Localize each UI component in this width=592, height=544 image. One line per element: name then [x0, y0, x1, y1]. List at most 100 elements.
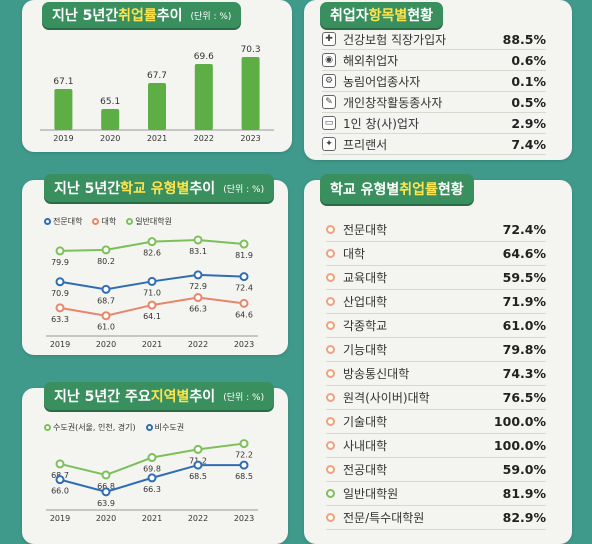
school-type-status-row: 일반대학원 81.9%: [326, 482, 546, 506]
bar-category-label: 2020: [100, 134, 120, 143]
bullet-icon: [326, 321, 335, 330]
school-type-status-row: 산업대학 71.9%: [326, 290, 546, 314]
line-category-label: 2022: [188, 340, 208, 349]
item-status-label: 1인 창(사)업자: [343, 116, 420, 131]
bar-category-label: 2021: [147, 134, 167, 143]
school-type-value: 71.9%: [502, 294, 546, 309]
legend-item-capital-area: 수도권(서울, 인천, 경기): [44, 422, 136, 433]
item-status-value: 88.5%: [502, 31, 546, 47]
series-value-label: 72.4: [235, 284, 253, 293]
school-type-label: 산업대학: [343, 295, 388, 309]
school-type-value: 61.0%: [502, 318, 546, 333]
series-value-label: 64.6: [235, 310, 253, 319]
school-type-label: 전공대학: [343, 463, 388, 477]
bar-value-label: 67.1: [53, 77, 73, 87]
bar-value-label: 67.7: [147, 71, 167, 81]
item-status-row: ⚙ 농림어업종사자 0.1%: [322, 71, 546, 92]
bullet-icon: [326, 345, 335, 354]
school-type-legend: 전문대학 대학 일반대학원: [44, 216, 172, 227]
series-value-label: 66.3: [143, 485, 161, 494]
school-type-status-row: 사내대학 100.0%: [326, 434, 546, 458]
school-type-status-row: 전공대학 59.0%: [326, 458, 546, 482]
bar-value-label: 69.6: [194, 52, 214, 62]
bar-category-label: 2019: [53, 134, 73, 143]
school-type-label: 원격(사이버)대학: [343, 391, 430, 405]
series-point: [193, 460, 203, 470]
bullet-icon: [326, 249, 335, 258]
series-value-label: 61.0: [97, 323, 115, 332]
bullet-icon: [326, 489, 335, 498]
series-point: [101, 470, 111, 480]
medical-icon: ✚: [322, 32, 336, 46]
series-value-label: 81.9: [235, 251, 253, 260]
school-type-value: 64.6%: [502, 246, 546, 261]
line-category-label: 2019: [50, 514, 70, 523]
line-category-label: 2020: [96, 340, 116, 349]
item-status-value: 0.1%: [511, 73, 546, 89]
school-type-label: 각종학교: [343, 319, 388, 333]
item-status-title: 취업자 항목별 현황: [320, 2, 444, 28]
item-status-label: 해외취업자: [343, 53, 399, 68]
series-point: [193, 444, 203, 454]
legend-item-university: 대학: [92, 216, 116, 227]
bar-2022: [194, 64, 213, 130]
item-status-row: ✎ 개인창작활동종사자 0.5%: [322, 92, 546, 113]
series-value-label: 72.9: [189, 282, 207, 291]
employment-rate-card: 지난 5년간 취업률 추이 (단위 : %) 67.1 2019 65.1 2020 6…: [22, 0, 292, 152]
school-type-label: 교육대학: [343, 271, 388, 285]
school-type-status-row: 전문대학 72.4%: [326, 218, 546, 242]
bar-2020: [101, 109, 120, 130]
school-type-label: 대학: [343, 247, 366, 261]
series-value-label: 71.0: [143, 288, 161, 297]
bar-value-label: 65.1: [100, 97, 120, 107]
item-status-label: 개인창작활동종사자: [343, 95, 443, 110]
bullet-icon: [326, 465, 335, 474]
bar-category-label: 2022: [194, 134, 214, 143]
bullet-icon: [326, 393, 335, 402]
series-point: [55, 246, 65, 256]
bullet-icon: [326, 297, 335, 306]
legend-item-junior-college: 전문대학: [44, 216, 82, 227]
series-point: [147, 300, 157, 310]
series-point: [147, 276, 157, 286]
school-type-status-row: 방송통신대학 74.3%: [326, 362, 546, 386]
school-type-value: 82.9%: [502, 510, 546, 525]
employment-rate-title: 지난 5년간 취업률 추이 (단위 : %): [42, 2, 242, 28]
item-status-row: ▭ 1인 창(사)업자 2.9%: [322, 113, 546, 134]
bullet-icon: [326, 441, 335, 450]
series-point: [239, 298, 249, 308]
series-point: [101, 311, 111, 321]
series-value-label: 66.0: [51, 487, 69, 496]
school-type-trend-title: 지난 5년간 학교 유형별 추이 (단위 : %): [44, 174, 275, 202]
school-type-status-row: 기술대학 100.0%: [326, 410, 546, 434]
school-type-value: 100.0%: [493, 414, 546, 429]
series-point: [147, 453, 157, 463]
series-point: [239, 272, 249, 282]
series-point: [147, 237, 157, 247]
series-point: [55, 303, 65, 313]
series-point: [193, 235, 203, 245]
school-type-value: 74.3%: [502, 366, 546, 381]
series-value-label: 69.8: [143, 465, 161, 474]
region-line-chart: 2019202020212022202368.766.869.871.272.2…: [46, 439, 258, 523]
school-type-label: 기능대학: [343, 343, 388, 357]
school-type-status-row: 전문/특수대학원 82.9%: [326, 506, 546, 530]
line-category-label: 2023: [234, 340, 254, 349]
school-type-label: 사내대학: [343, 439, 388, 453]
bullet-icon: [326, 225, 335, 234]
legend-item-graduate-school: 일반대학원: [126, 216, 172, 227]
item-status-row: ✚ 건강보험 직장가입자 88.5%: [322, 29, 546, 50]
series-value-label: 63.3: [51, 315, 69, 324]
school-type-value: 81.9%: [502, 486, 546, 501]
series-value-label: 72.2: [235, 451, 253, 460]
computer-icon: ▭: [322, 116, 336, 130]
bar-2021: [148, 83, 166, 130]
item-status-value: 7.4%: [511, 136, 546, 152]
bar-value-label: 70.3: [241, 45, 261, 55]
employment-rate-bar-chart: 67.1 2019 65.1 2020 67.7 2021 69.6 2022 70.3 2023: [40, 45, 274, 143]
series-value-label: 66.8: [97, 482, 115, 491]
item-status-value: 0.6%: [511, 52, 546, 68]
series-point: [101, 245, 111, 255]
series-point: [101, 487, 111, 497]
series-value-label: 79.9: [51, 258, 69, 267]
